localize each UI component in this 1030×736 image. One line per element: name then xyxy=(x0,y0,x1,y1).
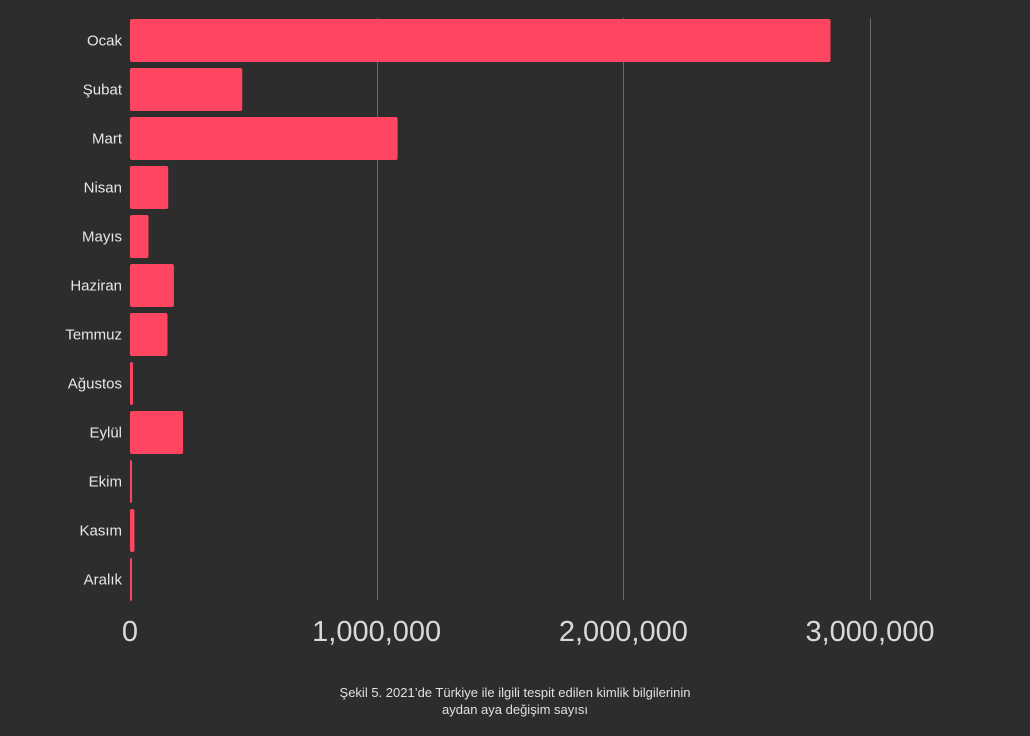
category-label-6: Haziran xyxy=(70,278,122,295)
category-label-4: Nisan xyxy=(84,180,122,197)
bar-11 xyxy=(130,509,135,552)
bar-8 xyxy=(130,362,133,405)
category-label-7: Temmuz xyxy=(65,327,122,344)
category-label-3: Mart xyxy=(92,131,123,148)
bar-10 xyxy=(130,460,132,503)
bar-7 xyxy=(130,313,168,356)
bar-12 xyxy=(130,558,132,601)
category-label-8: Ağustos xyxy=(68,376,122,393)
category-label-1: Ocak xyxy=(87,33,123,50)
x-tick-label-2: 2,000,000 xyxy=(559,616,688,648)
x-tick-label-3: 3,000,000 xyxy=(805,616,934,648)
bar-2 xyxy=(130,68,243,111)
bar-6 xyxy=(130,264,174,307)
category-label-5: Mayıs xyxy=(82,229,122,246)
category-label-12: Aralık xyxy=(84,572,123,589)
category-label-9: Eylül xyxy=(89,425,122,442)
bar-5 xyxy=(130,215,149,258)
category-label-2: Şubat xyxy=(83,82,123,99)
x-tick-label-1: 1,000,000 xyxy=(312,616,441,648)
bar-9 xyxy=(130,411,184,454)
caption-line-2: aydan aya değişim sayısı xyxy=(442,702,588,717)
figure-caption: Şekil 5. 2021’de Türkiye ile ilgili tesp… xyxy=(265,684,765,718)
category-label-11: Kasım xyxy=(79,523,122,540)
x-tick-label-0: 0 xyxy=(122,616,138,648)
caption-line-1: Şekil 5. 2021’de Türkiye ile ilgili tesp… xyxy=(339,685,691,700)
bar-3 xyxy=(130,117,398,160)
bar-1 xyxy=(130,19,831,62)
bar-4 xyxy=(130,166,169,209)
category-label-10: Ekim xyxy=(89,474,122,491)
